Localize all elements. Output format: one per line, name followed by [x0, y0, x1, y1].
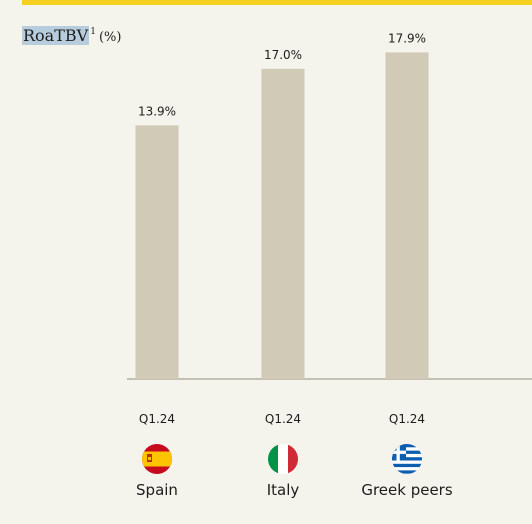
category-label-spain: Spain: [136, 481, 178, 499]
category-label-italy: Italy: [266, 481, 300, 499]
period-label-greek-peers: Q1.24: [389, 412, 425, 426]
period-label-spain: Q1.24: [139, 412, 175, 426]
chart-title-text: RoaTBV: [22, 26, 90, 45]
spain-flag-icon: [142, 444, 172, 474]
bar-italy: [261, 68, 305, 379]
category-label-greek-peers: Greek peers: [361, 481, 453, 499]
greece-flag-icon: [392, 444, 422, 474]
bar-spain: [135, 125, 179, 379]
value-label-italy: 17.0%: [264, 48, 302, 62]
chart-title: RoaTBV 1 (%): [22, 26, 121, 45]
value-label-spain: 13.9%: [138, 104, 176, 118]
top-accent-rule: [22, 0, 532, 5]
bar-greek-peers: [385, 52, 429, 380]
value-label-greek-peers: 17.9%: [388, 31, 426, 45]
chart-title-unit: (%): [98, 30, 122, 45]
chart-title-footnote: 1: [90, 27, 96, 37]
period-label-italy: Q1.24: [265, 412, 301, 426]
italy-flag-icon: [268, 444, 298, 474]
